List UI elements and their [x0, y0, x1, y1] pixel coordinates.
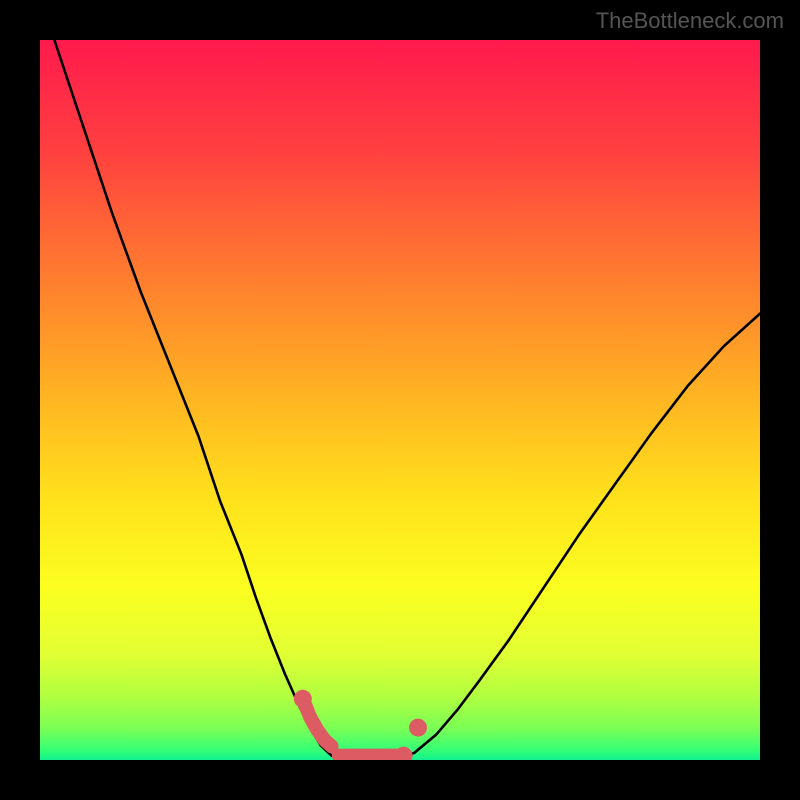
plot-area — [40, 40, 760, 760]
marker-dot-left-top — [294, 690, 312, 708]
chart-root: TheBottleneck.com — [0, 0, 800, 800]
plot-svg — [40, 40, 760, 760]
watermark-text: TheBottleneck.com — [596, 8, 784, 34]
marker-dot-right — [409, 719, 427, 737]
